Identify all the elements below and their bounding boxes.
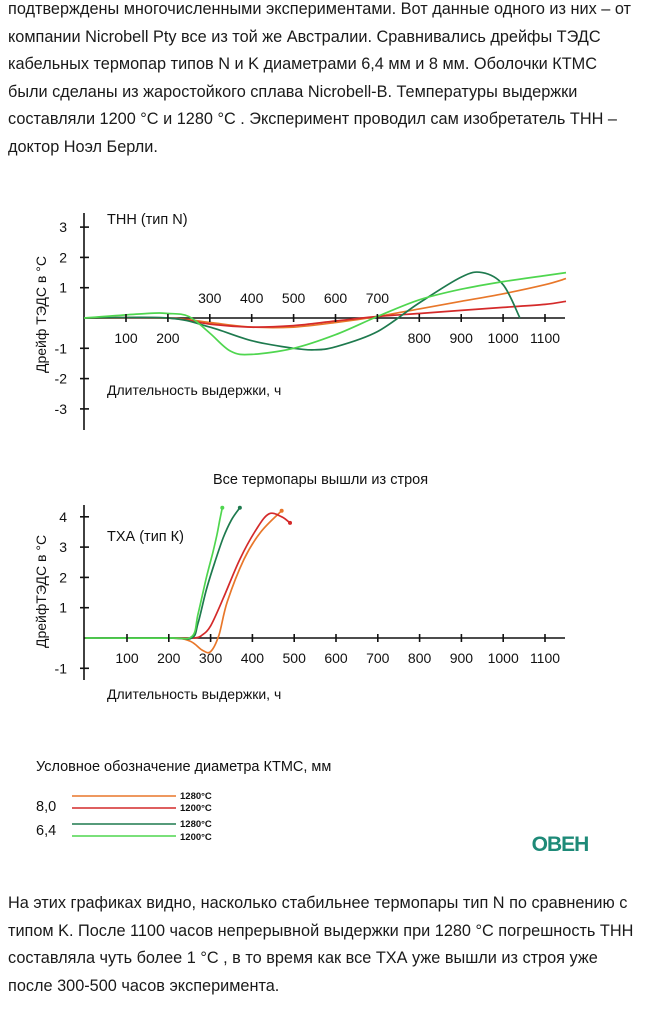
legend-label-6-4-1280: 1280°С <box>180 819 212 830</box>
series-line-2 <box>84 271 521 351</box>
y-tick-label: -3 <box>55 401 68 417</box>
y-tick-label: 1 <box>59 280 67 296</box>
legend-label-8-1280: 1280°С <box>180 791 212 802</box>
series-end-marker <box>220 505 225 510</box>
x-tick-label: 700 <box>366 290 390 306</box>
chart-type-k-ticks: -1 1 2 3 4 100 200 300 400 500 600 700 800 900 1000 110… <box>55 509 561 677</box>
chart-type-k-annotation: Все термопары вышли из строя <box>213 472 428 488</box>
conclusion-paragraph: На этих графиках видно, насколько стабил… <box>8 894 634 995</box>
y-tick-label: -1 <box>55 660 68 676</box>
drift-charts-figure: -3 -2 -1 1 2 3 100 200 300 400 500 600 700 800 900 1000… <box>33 212 567 843</box>
x-tick-label: 700 <box>366 650 390 666</box>
y-tick-label: 2 <box>59 249 67 265</box>
x-tick-label: 800 <box>408 650 432 666</box>
x-tick-label: 1000 <box>488 330 519 346</box>
legend: Условное обозначение диаметра КТМС, мм 8… <box>36 759 331 843</box>
y-tick-label: -1 <box>55 340 68 356</box>
oven-logo: ОВЕН <box>522 833 598 855</box>
chart-type-n: -3 -2 -1 1 2 3 100 200 300 400 500 600 700 800 900 1000… <box>33 212 567 430</box>
x-tick-label: 100 <box>115 650 139 666</box>
x-tick-label: 900 <box>450 650 474 666</box>
x-tick-label: 600 <box>324 290 348 306</box>
legend-diameter-8: 8,0 <box>36 799 56 815</box>
x-tick-label: 300 <box>199 650 223 666</box>
chart-type-k-title: ТХА (тип К) <box>107 529 184 545</box>
x-tick-label: 1000 <box>488 650 519 666</box>
x-tick-label: 100 <box>114 330 138 346</box>
y-tick-label: 1 <box>59 600 67 616</box>
x-tick-label: 200 <box>157 650 181 666</box>
x-tick-label: 500 <box>283 650 307 666</box>
x-tick-label: 400 <box>240 290 264 306</box>
chart-type-n-series <box>84 271 567 356</box>
chart-type-n-title: ТНН (тип N) <box>107 212 188 228</box>
y-tick-label: -2 <box>55 371 68 387</box>
series-end-marker <box>288 520 293 525</box>
chart-type-n-ylabel: Дрейф ТЭДС в °С <box>33 256 49 373</box>
chart-type-k-xlabel: Длительность выдержки, ч <box>107 686 281 702</box>
chart-type-k-ylabel: ДрейфТЭДС в °С <box>33 535 49 648</box>
y-tick-label: 4 <box>59 509 67 525</box>
y-tick-label: 2 <box>59 569 67 585</box>
legend-label-8-1200: 1200°С <box>180 803 212 814</box>
chart-type-n-ticks: -3 -2 -1 1 2 3 100 200 300 400 500 600 700 800 900 1000… <box>55 219 561 417</box>
y-tick-label: 3 <box>59 539 67 555</box>
x-tick-label: 900 <box>450 330 474 346</box>
x-tick-label: 800 <box>408 330 432 346</box>
x-tick-label: 600 <box>324 650 348 666</box>
oven-logo-text: ОВЕН <box>532 833 589 855</box>
x-tick-label: 300 <box>198 290 222 306</box>
series-end-marker <box>279 508 284 513</box>
series-end-marker <box>237 505 242 510</box>
intro-paragraph: подтверждены многочисленными эксперимент… <box>8 0 631 156</box>
series-line-0 <box>84 277 567 329</box>
series-line-2 <box>85 507 241 640</box>
chart-type-k: Все термопары вышли из строя -1 1 2 3 4 100 20… <box>33 472 565 702</box>
legend-label-6-4-1200: 1200°С <box>180 832 212 843</box>
x-tick-label: 1100 <box>530 650 560 666</box>
series-line-1 <box>84 300 567 328</box>
x-tick-label: 500 <box>282 290 306 306</box>
series-line-3 <box>84 271 567 356</box>
x-tick-label: 400 <box>241 650 265 666</box>
chart-type-n-xlabel: Длительность выдержки, ч <box>107 382 281 398</box>
chart-type-k-series <box>85 505 293 654</box>
y-tick-label: 3 <box>59 219 67 235</box>
x-tick-label: 1100 <box>530 330 560 346</box>
legend-title: Условное обозначение диаметра КТМС, мм <box>36 759 331 775</box>
x-tick-label: 200 <box>156 330 180 346</box>
series-line-3 <box>85 507 224 640</box>
legend-diameter-6-4: 6,4 <box>36 823 56 839</box>
